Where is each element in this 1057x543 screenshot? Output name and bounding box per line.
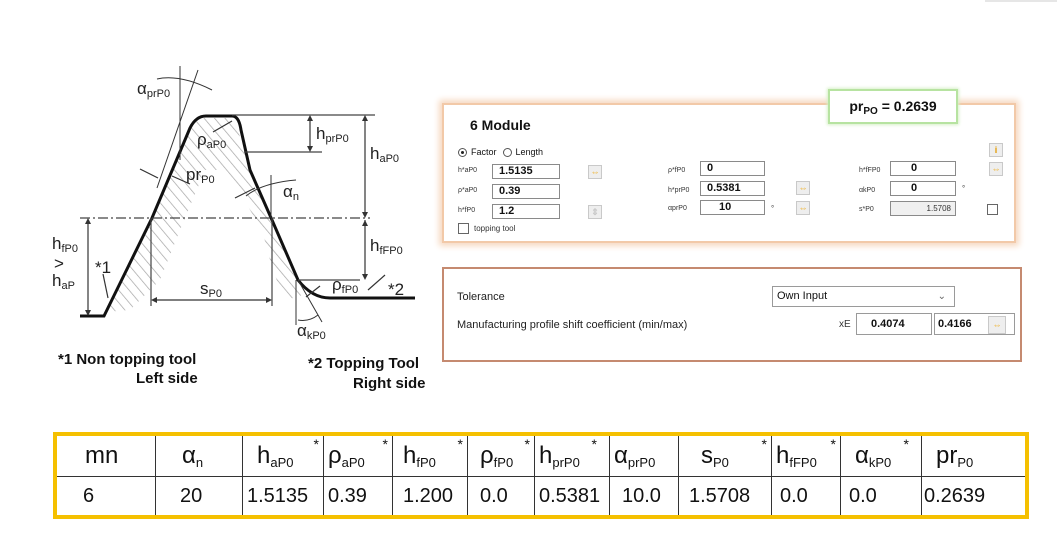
degree-unit: ° <box>771 204 775 213</box>
cell-s-p0: 1.5708 <box>678 476 772 515</box>
cell-h-ap0: 1.5135 <box>242 476 324 515</box>
radio-length-label: Length <box>515 147 544 157</box>
shift-min-input[interactable]: 0.4074 <box>856 313 932 335</box>
label-pr-p0: prP0 <box>186 165 215 186</box>
swap-icon-h-ap0[interactable]: ⇔ <box>588 165 602 179</box>
label-alpha-n: αn <box>283 182 299 203</box>
label-h-ffp0-factor: h*fFP0 <box>859 167 881 174</box>
label-h-fp0-factor: h*fP0 <box>458 207 476 214</box>
rho-fp0-input[interactable]: 0 <box>700 161 765 176</box>
top-strip <box>985 0 1057 2</box>
h-prp0-input[interactable]: 0.5381 <box>700 181 765 196</box>
header-alpha-kp0: αkP0 * <box>840 436 922 477</box>
table-row: 6 20 1.5135 0.39 1.200 0.0 0.5381 10.0 1… <box>57 476 1025 515</box>
module-panel: 6 Module Factor Length h*aP0 1.5135 ⇔ ρ*… <box>442 103 1016 243</box>
degree-unit: ° <box>962 184 966 193</box>
tolerance-panel: Tolerance Own Input ⌄ Manufacturing prof… <box>442 267 1022 362</box>
alpha-prp0-input[interactable]: 10 <box>700 200 765 215</box>
header-alpha-prp0: αprP0 <box>609 436 679 477</box>
topping-tool-checkbox[interactable] <box>458 223 469 234</box>
header-h-prp0: hprP0 * <box>534 436 610 477</box>
label-greater-than: > <box>54 254 64 273</box>
note-right-side: Right side <box>353 375 426 392</box>
label-s-p0: sP0 <box>200 279 222 300</box>
cell-rho-ap0: 0.39 <box>323 476 393 515</box>
chevron-down-icon: ⌄ <box>937 291 946 302</box>
header-s-p0: sP0 * <box>678 436 772 477</box>
swap-icon-h-prp0[interactable]: ⇔ <box>796 181 810 195</box>
alpha-kp0-input[interactable]: 0 <box>890 181 956 196</box>
label-h-prp0-factor: h*prP0 <box>668 187 690 194</box>
cell-rho-fp0: 0.0 <box>467 476 535 515</box>
cell-alpha-n: 20 <box>155 476 243 515</box>
shift-coefficient-label: Manufacturing profile shift coefficient … <box>457 319 688 331</box>
module-title: 6 Module <box>470 117 531 133</box>
label-alpha-kp0: αkP0 <box>297 321 326 342</box>
note-topping-tool: *2 Topping Tool <box>308 355 420 372</box>
label-rho-fp0: ρfP0 <box>332 275 359 296</box>
note-non-topping-tool: *1 Non topping tool <box>58 351 197 368</box>
header-alpha-n: αn <box>155 436 243 477</box>
topping-tool-label: topping tool <box>474 224 516 233</box>
label-star1: *1 <box>95 258 112 277</box>
xe-label: xE <box>839 319 851 330</box>
swap-icon-tolerance[interactable]: ⇔ <box>988 316 1006 334</box>
header-pr-p0: prP0 <box>921 436 1025 477</box>
header-mn: mn <box>57 436 156 477</box>
parameter-table-grid: mn αn haP0 * ρaP0 * hfP0 * ρfP0 * hprP0 * αpr… <box>57 436 1025 515</box>
h-fp0-input[interactable]: 1.2 <box>492 204 560 219</box>
tolerance-select[interactable]: Own Input ⌄ <box>772 286 955 307</box>
tolerance-select-value: Own Input <box>777 290 828 302</box>
label-h-ap0-factor: h*aP0 <box>458 167 478 174</box>
label-star2: *2 <box>388 280 405 299</box>
disabled-swap-icon: ⇕ <box>588 205 602 219</box>
mode-radio-group: Factor Length <box>458 147 543 157</box>
s-p0-readonly: 1.5708 <box>890 201 956 216</box>
label-rho-ap0-factor: ρ*aP0 <box>458 187 478 194</box>
rho-ap0-input[interactable]: 0.39 <box>492 184 560 199</box>
tool-profile-diagram: αprP0 ρaP0 prP0 hprP0 haP0 αn hfFP0 hfP0… <box>0 0 440 410</box>
label-alpha-kp0-factor: αkP0 <box>859 187 876 194</box>
tolerance-label: Tolerance <box>457 291 505 303</box>
note-left-side: Left side <box>136 370 198 387</box>
radio-length[interactable] <box>502 147 512 157</box>
header-h-ap0: haP0 * <box>242 436 324 477</box>
swap-icon-alpha-prp0[interactable]: ⇔ <box>796 201 810 215</box>
label-alpha-prp0-factor: αprP0 <box>668 205 687 212</box>
label-h-prp0: hprP0 <box>316 124 349 145</box>
cell-h-fp0: 1.200 <box>392 476 468 515</box>
cell-alpha-prp0: 10.0 <box>609 476 679 515</box>
pr-p0-badge: prPO = 0.2639 <box>828 89 958 124</box>
header-rho-fp0: ρfP0 * <box>467 436 535 477</box>
label-s-p0-factor: s*P0 <box>859 206 874 213</box>
radio-factor-label: Factor <box>471 147 497 157</box>
label-h-fp0: hfP0 <box>52 234 78 255</box>
parameter-table: mn αn haP0 * ρaP0 * hfP0 * ρfP0 * hprP0 * αpr… <box>53 432 1029 519</box>
cell-mn: 6 <box>57 476 156 515</box>
s-p0-checkbox[interactable] <box>987 204 998 215</box>
header-rho-ap0: ρaP0 * <box>323 436 393 477</box>
cell-pr-p0: 0.2639 <box>921 476 1025 515</box>
h-ffp0-input[interactable]: 0 <box>890 161 956 176</box>
label-h-ffp0: hfFP0 <box>370 236 403 257</box>
label-rho-fp0-factor: ρ*fP0 <box>668 167 686 174</box>
header-h-ffp0: hfFP0 * <box>771 436 841 477</box>
cell-alpha-kp0: 0.0 <box>840 476 922 515</box>
label-alpha-prp0: αprP0 <box>137 79 171 100</box>
cell-h-ffp0: 0.0 <box>771 476 841 515</box>
cell-h-prp0: 0.5381 <box>534 476 610 515</box>
radio-factor[interactable] <box>458 147 467 157</box>
info-icon[interactable]: i <box>989 143 1003 157</box>
label-h-ap0: haP0 <box>370 144 400 165</box>
header-h-fp0: hfP0 * <box>392 436 468 477</box>
table-header-row: mn αn haP0 * ρaP0 * hfP0 * ρfP0 * hprP0 * αpr… <box>57 436 1025 477</box>
swap-icon-h-ffp0[interactable]: ⇔ <box>989 162 1003 176</box>
shift-max-input[interactable]: 0.4166 <box>934 313 1015 335</box>
profile-drawing <box>80 66 415 325</box>
label-h-ap: haP <box>52 271 75 292</box>
label-rho-ap0: ρaP0 <box>197 130 227 151</box>
h-ap0-input[interactable]: 1.5135 <box>492 164 560 179</box>
